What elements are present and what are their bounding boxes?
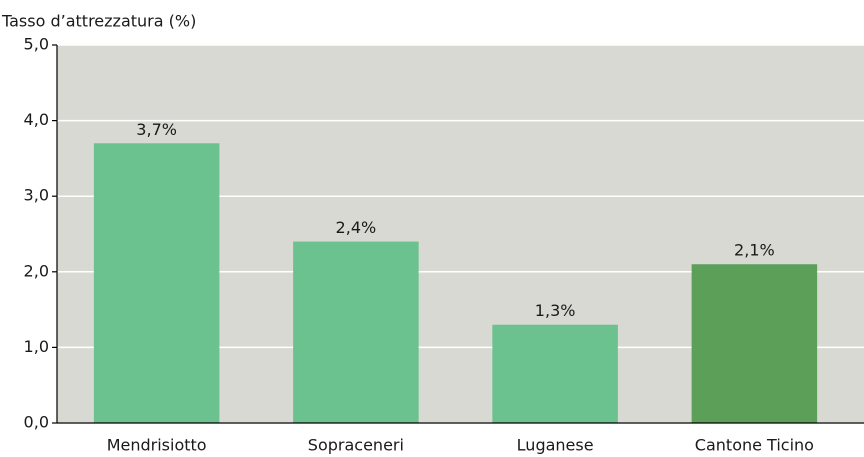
data-label: 2,4% [336, 218, 377, 237]
y-tick-label: 0,0 [24, 413, 49, 432]
data-label: 2,1% [734, 241, 775, 260]
bar [492, 324, 618, 423]
x-tick-label: Luganese [517, 436, 594, 455]
data-label: 1,3% [535, 301, 576, 320]
x-tick-label: Cantone Ticino [695, 436, 814, 455]
y-tick-label: 3,0 [24, 186, 49, 205]
data-label: 3,7% [136, 120, 177, 139]
x-tick-label: Mendrisiotto [107, 436, 207, 455]
y-tick-label: 4,0 [24, 110, 49, 129]
y-tick-label: 5,0 [24, 35, 49, 54]
y-axis-label: Tasso d’attrezzatura (%) [1, 12, 196, 31]
bar [93, 143, 220, 423]
y-tick-label: 2,0 [24, 261, 49, 280]
x-tick-label: Sopraceneri [308, 436, 404, 455]
bar [293, 241, 419, 423]
bar [691, 264, 818, 423]
y-tick-label: 1,0 [24, 337, 49, 356]
